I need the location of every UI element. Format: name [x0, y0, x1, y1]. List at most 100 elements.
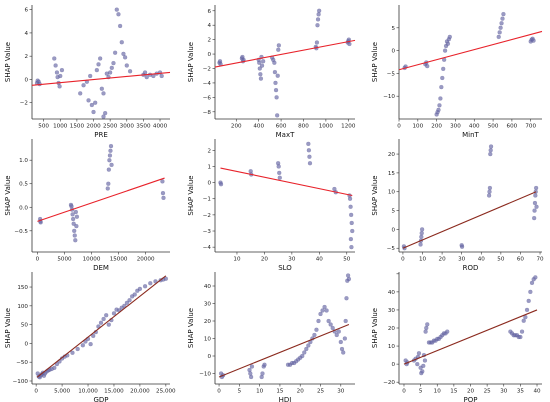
x-tick-label: 60: [517, 257, 525, 263]
data-point: [421, 363, 426, 369]
data-point: [109, 162, 114, 168]
data-point: [101, 114, 106, 119]
data-point: [111, 61, 116, 66]
data-point: [532, 208, 537, 213]
y-tick-label: −50: [16, 360, 28, 366]
x-tick-label: 10: [419, 257, 427, 263]
data-point: [57, 84, 62, 89]
data-point: [320, 308, 325, 313]
data-point: [127, 298, 132, 303]
trend-line: [218, 323, 350, 378]
y-tick-label: 6: [24, 8, 28, 14]
x-tick-label: 0: [34, 389, 38, 395]
data-point: [101, 316, 106, 322]
data-point: [459, 244, 465, 249]
data-point: [326, 318, 331, 324]
data-point: [73, 209, 78, 215]
y-tick-label: 20: [388, 326, 396, 332]
data-point: [533, 185, 539, 191]
data-point: [257, 66, 262, 71]
data-point: [519, 329, 525, 334]
y-tick-label: 0: [24, 77, 28, 83]
y-tick-label: 0.0: [19, 205, 28, 211]
data-point: [487, 189, 492, 194]
x-tick-label: 25: [317, 389, 325, 395]
data-point: [349, 220, 354, 226]
y-tick-label: 150: [17, 285, 28, 291]
data-point: [248, 374, 254, 380]
data-point: [163, 276, 168, 281]
data-point: [259, 63, 265, 68]
data-point: [501, 11, 506, 17]
y-tick-label: −6: [203, 95, 212, 101]
data-point: [528, 289, 533, 295]
data-point: [107, 70, 113, 75]
y-tick-label: 10: [388, 190, 396, 196]
data-point: [524, 307, 530, 313]
x-tick-label: 3500: [136, 124, 151, 130]
data-point: [349, 212, 354, 218]
data-point: [108, 143, 114, 149]
data-point: [273, 80, 278, 86]
x-tick-label: 20: [297, 389, 305, 395]
data-point: [70, 350, 75, 355]
y-tick-label: 100: [17, 304, 28, 310]
x-tick-label: 20,000: [130, 389, 150, 395]
subplot-maxt: 200 400 600 800 1000 1200 −8 −6 −4 −2 0 2 4 6 MaxT SHAP…: [187, 5, 356, 139]
data-point: [142, 284, 148, 289]
x-tick-label: 10: [256, 389, 264, 395]
subplot-slo: 10 20 30 40 50 −4 −3 −2 −1 0 1 2 SLO SHAP Value: [187, 139, 355, 272]
data-point: [91, 109, 96, 115]
x-tick-label: 25: [484, 389, 492, 395]
data-point: [328, 322, 333, 327]
y-tick-label: 30: [204, 302, 212, 308]
data-point: [261, 59, 266, 64]
trend-line: [31, 71, 171, 86]
data-point: [419, 234, 424, 240]
x-tick-label: 1500: [70, 124, 85, 130]
y-tick-label: −4: [203, 245, 212, 251]
data-point: [439, 84, 444, 90]
data-point: [342, 336, 348, 341]
data-point: [441, 66, 446, 71]
data-point: [74, 223, 79, 229]
x-tick-label: 5: [419, 389, 423, 395]
y-tick-label: 1.0: [19, 158, 28, 164]
data-point: [498, 25, 503, 30]
x-tick-label: 50: [497, 257, 505, 263]
data-point: [445, 41, 451, 46]
x-tick-label: 35: [517, 389, 525, 395]
data-point: [276, 43, 281, 48]
data-point: [345, 273, 351, 278]
data-point: [330, 325, 335, 331]
data-point: [315, 23, 320, 28]
x-tick-label: 15,000: [104, 389, 124, 395]
data-point: [533, 275, 538, 280]
data-point: [338, 339, 343, 345]
data-point: [249, 364, 255, 369]
data-point: [497, 30, 502, 35]
data-point: [273, 87, 279, 93]
data-point: [274, 95, 279, 100]
data-point: [350, 228, 355, 234]
data-point: [132, 292, 137, 297]
x-tick-label: 200: [231, 124, 242, 130]
trend-line: [402, 191, 537, 249]
data-point: [124, 300, 130, 305]
trend-line: [37, 177, 165, 222]
data-point: [72, 233, 77, 238]
x-tick-label: 30: [337, 389, 345, 395]
y-tick-label: 0: [207, 354, 211, 360]
x-tick-label: 700: [525, 124, 536, 130]
data-point: [72, 228, 77, 233]
x-tick-label: 1000: [319, 124, 334, 130]
data-point: [106, 322, 111, 327]
x-tick-label: 15: [450, 389, 458, 395]
x-tick-label: 1000: [53, 124, 68, 130]
x-tick-label: 400: [253, 124, 264, 130]
subplot-rod: 0 10 20 30 40 50 60 70 −5 0 5 10 15 20 ROD SHAP Value: [371, 139, 544, 272]
data-point: [59, 67, 65, 73]
data-point: [488, 151, 493, 157]
y-tick-label: 0: [207, 52, 211, 58]
y-tick-label: 5: [391, 209, 395, 215]
